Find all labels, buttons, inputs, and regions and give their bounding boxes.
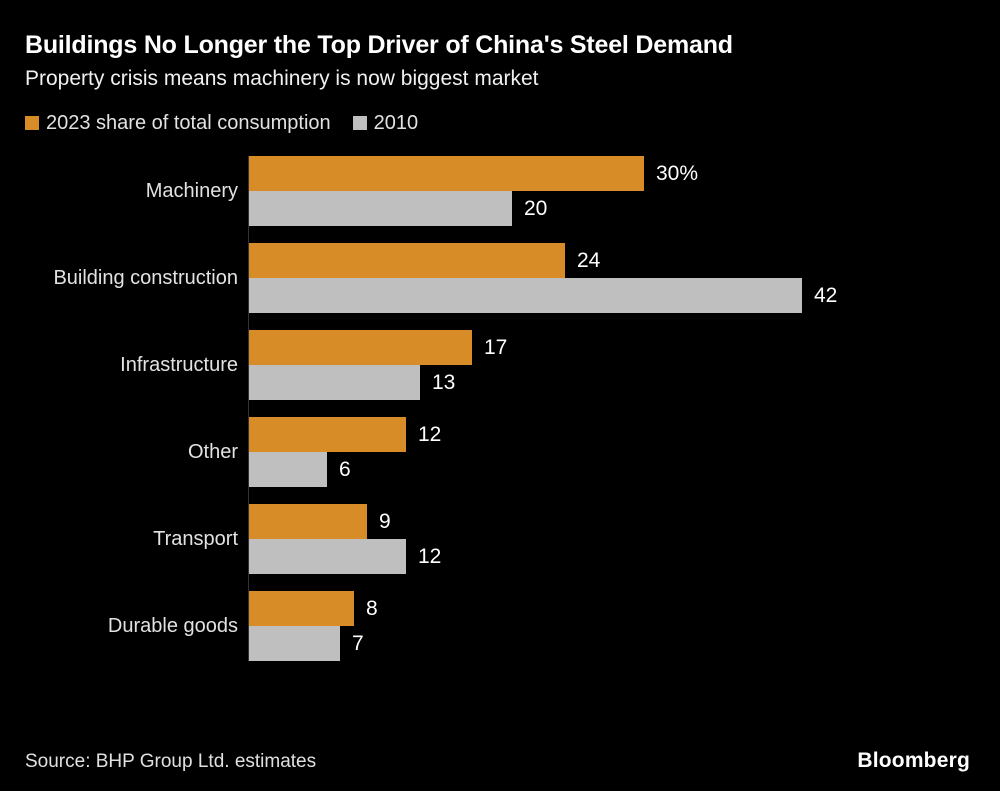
legend-label-2023: 2023 share of total consumption: [46, 112, 331, 135]
bar-row: 13: [248, 365, 970, 401]
value-label: 17: [484, 335, 508, 359]
bar-group: Machinery 30% 20: [25, 156, 970, 227]
bar-row: 8: [248, 591, 970, 627]
bar-2023: [248, 156, 644, 192]
bar-row: 9: [248, 504, 970, 540]
category-label: Building construction: [53, 266, 238, 289]
value-label: 24: [577, 248, 601, 272]
source-note: Source: BHP Group Ltd. estimates: [25, 751, 317, 772]
bar-row: 24: [248, 243, 970, 279]
legend-item-2010: 2010: [352, 111, 419, 135]
legend-swatch-2023-icon: [25, 116, 39, 131]
bar-pair: 24 42: [248, 243, 970, 314]
value-label: 20: [524, 196, 548, 220]
bar-2010: [248, 191, 512, 227]
value-label: 12: [418, 422, 442, 446]
bar-2023: [248, 504, 367, 540]
bar-row: 6: [248, 452, 970, 488]
bar-row: 17: [248, 330, 970, 366]
value-label: 7: [352, 631, 364, 655]
legend-item-2023: 2023 share of total consumption: [25, 111, 331, 135]
bar-2010: [248, 626, 340, 662]
category-label: Infrastructure: [120, 353, 238, 376]
legend-swatch-2010-icon: [352, 116, 367, 131]
bar-pair: 9 12: [248, 504, 970, 575]
bar-pair: 12 6: [248, 417, 970, 488]
chart-title: Buildings No Longer the Top Driver of Ch…: [25, 31, 733, 59]
bar-pair: 30% 20: [248, 156, 970, 227]
chart-subtitle: Property crisis means machinery is now b…: [25, 67, 539, 90]
bar-2023: [248, 417, 406, 453]
bar-chart: Machinery 30% 20 Building construction 24 42 I…: [25, 156, 970, 662]
legend-label-2010: 2010: [373, 112, 419, 135]
footer: Source: BHP Group Ltd. estimates Bloombe…: [25, 749, 970, 773]
bar-2023: [248, 330, 472, 366]
bar-row: 30%: [248, 156, 970, 192]
bar-row: 12: [248, 539, 970, 575]
bar-2023: [248, 243, 565, 279]
bar-group: Infrastructure 17 13: [25, 330, 970, 401]
value-label: 6: [339, 457, 351, 481]
bar-2010: [248, 365, 420, 401]
bar-2010: [248, 452, 327, 488]
bar-group: Transport 9 12: [25, 504, 970, 575]
category-label: Other: [187, 440, 238, 463]
value-label: 12: [418, 544, 442, 568]
category-label: Machinery: [145, 179, 238, 202]
bar-2023: [248, 591, 354, 627]
bar-2010: [248, 278, 802, 314]
bloomberg-logo: Bloomberg: [857, 749, 970, 772]
value-label: 30%: [656, 161, 699, 185]
value-label: 13: [432, 370, 456, 394]
bar-row: 42: [248, 278, 970, 314]
bar-row: 7: [248, 626, 970, 662]
bar-group: Building construction 24 42: [25, 243, 970, 314]
category-label: Durable goods: [107, 614, 238, 637]
category-label: Transport: [153, 527, 238, 550]
legend: 2023 share of total consumption 2010: [25, 111, 970, 135]
y-axis-line: [248, 156, 249, 662]
bar-2010: [248, 539, 406, 575]
bar-pair: 17 13: [248, 330, 970, 401]
value-label: 9: [379, 509, 391, 533]
bar-group: Other 12 6: [25, 417, 970, 488]
bar-row: 20: [248, 191, 970, 227]
value-label: 8: [366, 596, 378, 620]
value-label: 42: [814, 283, 838, 307]
bar-row: 12: [248, 417, 970, 453]
bar-group: Durable goods 8 7: [25, 591, 970, 662]
